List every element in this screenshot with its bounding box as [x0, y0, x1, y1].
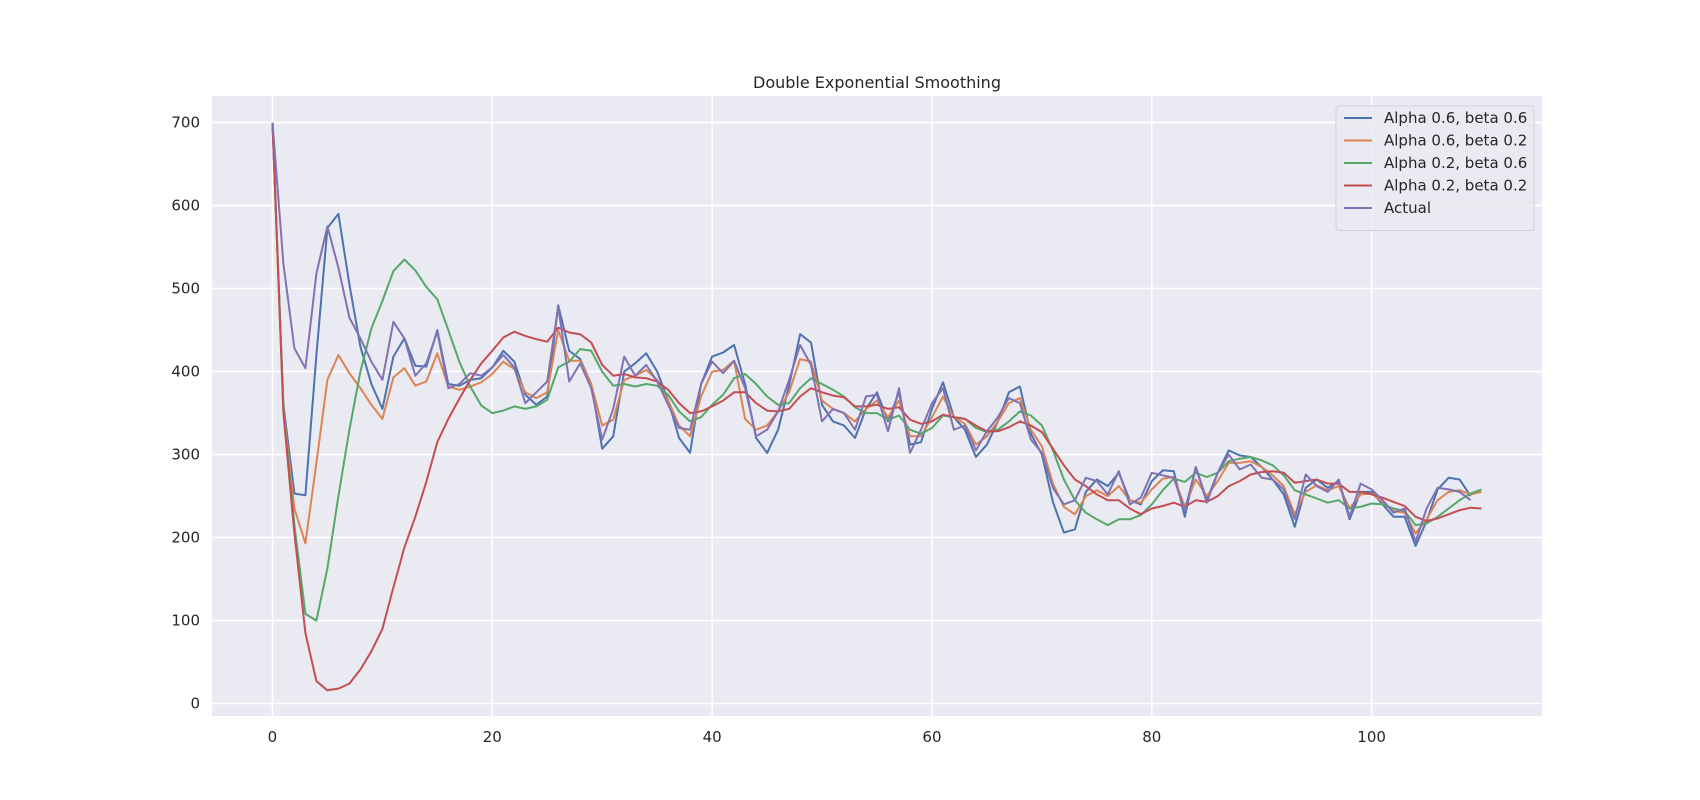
y-tick-label: 300	[171, 446, 200, 464]
legend-label: Alpha 0.6, beta 0.6	[1384, 109, 1527, 127]
series-layer	[271, 122, 1482, 692]
chart-title: Double Exponential Smoothing	[753, 73, 1001, 92]
x-tick-labels: 0 20 40 60 80 100	[268, 728, 1386, 746]
legend-label: Alpha 0.2, beta 0.6	[1384, 154, 1527, 172]
legend-frame	[1335, 105, 1535, 231]
y-tick-label: 200	[171, 529, 200, 547]
grid	[212, 96, 1542, 716]
x-tick-label: 80	[1142, 728, 1161, 746]
series-line-4	[271, 122, 1472, 543]
x-tick-label: 60	[922, 728, 941, 746]
series-line-1	[271, 122, 1482, 545]
legend-label: Alpha 0.2, beta 0.2	[1384, 177, 1527, 195]
legend-label: Alpha 0.6, beta 0.2	[1384, 132, 1527, 150]
plot-background	[212, 96, 1542, 716]
y-tick-labels: 0 100 200 300 400 500 600 700	[171, 114, 200, 713]
y-tick-label: 400	[171, 363, 200, 381]
y-tick-label: 0	[190, 695, 200, 713]
x-tick-label: 40	[703, 728, 722, 746]
y-tick-label: 500	[171, 280, 200, 298]
x-tick-label: 0	[268, 728, 278, 746]
series-line-0	[271, 122, 1472, 547]
y-tick-label: 100	[171, 612, 200, 630]
legend-label: Actual	[1384, 199, 1431, 217]
legend: Alpha 0.6, beta 0.6 Alpha 0.6, beta 0.2 Al…	[1335, 105, 1535, 231]
y-tick-label: 600	[171, 197, 200, 215]
y-tick-label: 700	[171, 114, 200, 132]
x-tick-label: 100	[1357, 728, 1386, 746]
x-tick-label: 20	[483, 728, 502, 746]
